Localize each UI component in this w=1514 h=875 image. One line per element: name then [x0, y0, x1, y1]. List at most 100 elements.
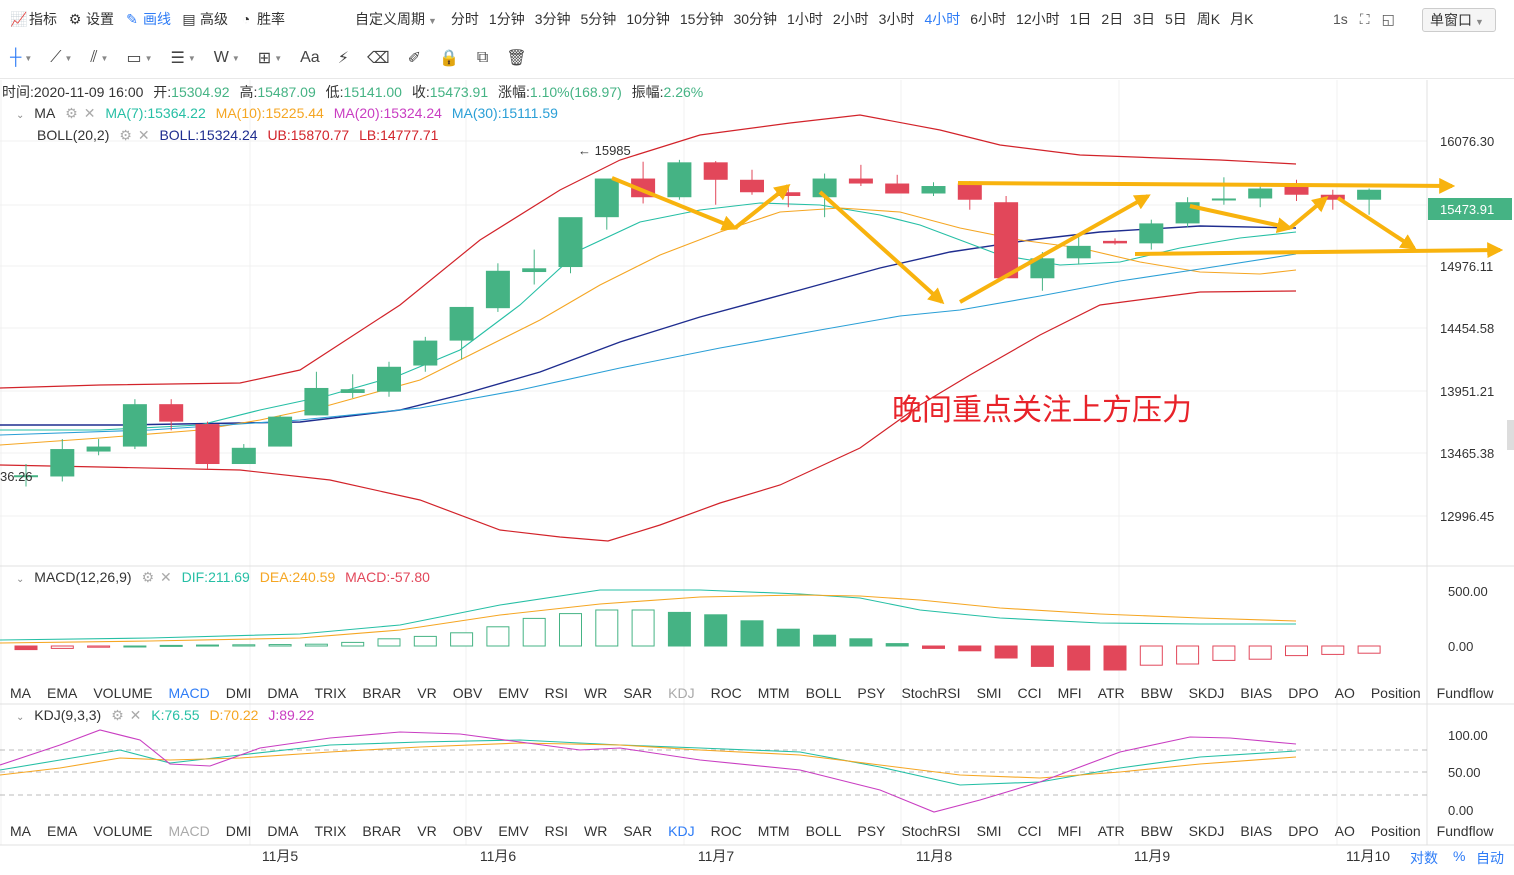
chevron-down-icon[interactable]: ⌄ — [16, 574, 25, 585]
indicator-tab-smi[interactable]: SMI — [976, 823, 1002, 839]
indicator-tab-roc[interactable]: ROC — [710, 823, 742, 839]
parallel-lines-icon[interactable]: ⫽ ▼ — [90, 49, 109, 66]
indicator-tab-position[interactable]: Position — [1370, 685, 1421, 701]
indicator-tab-brar[interactable]: BRAR — [362, 685, 402, 701]
indicator-tab-volume[interactable]: VOLUME — [93, 823, 153, 839]
indicator-tab-trix[interactable]: TRIX — [314, 685, 347, 701]
close-icon[interactable]: ✕ — [160, 569, 172, 585]
period-item[interactable]: 2小时 — [832, 11, 869, 27]
draw-button[interactable]: ✎ 画线 — [124, 9, 171, 29]
period-item[interactable]: 分时 — [450, 11, 479, 27]
period-item-active[interactable]: 4小时 — [924, 11, 961, 27]
indicator-tab-mtm[interactable]: MTM — [757, 685, 790, 701]
custom-period-dropdown[interactable]: 自定义周期 ▼ — [355, 11, 437, 27]
indicator-tab-trix[interactable]: TRIX — [314, 823, 347, 839]
indicator-tab-boll[interactable]: BOLL — [805, 685, 842, 701]
period-item[interactable]: 12小时 — [1016, 11, 1060, 27]
close-icon[interactable]: ✕ — [129, 707, 142, 723]
indicator-tab-dpo[interactable]: DPO — [1288, 823, 1319, 839]
indicator-tab-macd[interactable]: MACD — [168, 823, 210, 839]
winrate-button[interactable]: ◔ 胜率 — [238, 9, 285, 29]
indicator-tab-dmi[interactable]: DMI — [225, 685, 252, 701]
period-item[interactable]: 15分钟 — [679, 11, 724, 27]
brush-icon[interactable]: ✐ — [407, 50, 421, 67]
indicator-tab-kdj[interactable]: KDJ — [668, 685, 695, 701]
window-select[interactable]: 单窗口 ▼ — [1422, 8, 1496, 32]
restore-icon[interactable]: ◱ — [1381, 10, 1395, 27]
indicator-tab-vr[interactable]: VR — [417, 823, 437, 839]
indicator-tab-obv[interactable]: OBV — [452, 823, 483, 839]
indicator-tab-brar[interactable]: BRAR — [362, 823, 402, 839]
indicator-tab-dma[interactable]: DMA — [267, 823, 299, 839]
indicator-tab-bias[interactable]: BIAS — [1240, 685, 1273, 701]
period-item[interactable]: 6小时 — [970, 11, 1007, 27]
copy-icon[interactable]: ⧉ — [476, 49, 489, 66]
indicator-tab-mtm[interactable]: MTM — [757, 823, 790, 839]
close-icon[interactable]: ✕ — [137, 127, 150, 143]
indicator-tab-emv[interactable]: EMV — [498, 823, 529, 839]
indicator-tab-mfi[interactable]: MFI — [1057, 823, 1082, 839]
indicator-tab-position[interactable]: Position — [1370, 823, 1421, 839]
period-item[interactable]: 3日 — [1133, 11, 1155, 27]
indicator-tab-emv[interactable]: EMV — [498, 685, 529, 701]
indicator-tab-obv[interactable]: OBV — [452, 685, 483, 701]
period-item[interactable]: 周K — [1196, 11, 1221, 27]
indicator-tab-bias[interactable]: BIAS — [1240, 823, 1273, 839]
indicator-tab-kdj[interactable]: KDJ — [668, 823, 695, 839]
indicator-tab-cci[interactable]: CCI — [1017, 823, 1042, 839]
trash-icon[interactable]: 🗑 — [506, 50, 527, 67]
settings-icon[interactable]: ⚙ — [111, 707, 124, 723]
indicator-tab-ema[interactable]: EMA — [47, 685, 78, 701]
indicator-tab-ma[interactable]: MA — [10, 823, 31, 839]
indicator-tab-fundflow[interactable]: Fundflow — [1436, 823, 1494, 839]
indicator-tab-boll[interactable]: BOLL — [805, 823, 842, 839]
indicator-tab-ma[interactable]: MA — [10, 685, 31, 701]
drawn-arrows[interactable] — [611, 176, 1504, 305]
close-icon[interactable]: ✕ — [83, 105, 96, 121]
indicator-tab-bbw[interactable]: BBW — [1140, 685, 1173, 701]
horizontal-lines-icon[interactable]: ☰ ▼ — [170, 50, 196, 67]
indicator-tab-sar[interactable]: SAR — [623, 823, 653, 839]
log-scale-toggle[interactable]: 对数 — [1410, 850, 1438, 866]
percent-scale-toggle[interactable]: % — [1453, 848, 1466, 864]
period-item[interactable]: 1小时 — [787, 11, 823, 27]
rectangle-icon[interactable]: ▭ ▼ — [126, 50, 153, 67]
fullscreen-icon[interactable]: ⛶ — [1359, 10, 1370, 27]
crosshair-icon[interactable]: ┼ ▼ — [10, 49, 33, 66]
indicator-tab-ao[interactable]: AO — [1334, 685, 1355, 701]
period-item[interactable]: 月K — [1230, 11, 1254, 27]
indicator-tab-ao[interactable]: AO — [1334, 823, 1355, 839]
indicator-tab-roc[interactable]: ROC — [710, 685, 742, 701]
indicator-tab-mfi[interactable]: MFI — [1057, 685, 1082, 701]
advanced-button[interactable]: ▤ 高级 — [182, 10, 228, 28]
period-item[interactable]: 3分钟 — [534, 11, 571, 27]
indicator-tab-vr[interactable]: VR — [417, 685, 437, 701]
period-item[interactable]: 1日 — [1069, 11, 1092, 27]
wave-icon[interactable]: W ▼ — [213, 49, 240, 66]
indicator-tab-ema[interactable]: EMA — [47, 823, 78, 839]
indicator-tab-atr[interactable]: ATR — [1097, 685, 1125, 701]
indicator-tab-smi[interactable]: SMI — [976, 685, 1002, 701]
trendline-icon[interactable]: ⟋ ▼ — [50, 49, 73, 66]
settings-icon[interactable]: ⚙ — [119, 127, 132, 143]
indicator-tab-skdj[interactable]: SKDJ — [1188, 823, 1225, 839]
indicator-tab-dmi[interactable]: DMI — [225, 823, 252, 839]
indicator-tab-wr[interactable]: WR — [584, 685, 608, 701]
interval-label[interactable]: 1s — [1333, 11, 1348, 27]
indicator-tab-cci[interactable]: CCI — [1017, 685, 1042, 701]
indicator-tab-psy[interactable]: PSY — [857, 685, 886, 701]
chevron-down-icon[interactable]: ⌄ — [16, 110, 25, 121]
indicator-tab-sar[interactable]: SAR — [623, 685, 653, 701]
indicator-tab-atr[interactable]: ATR — [1097, 823, 1125, 839]
indicator-tab-psy[interactable]: PSY — [857, 823, 886, 839]
eraser-icon[interactable]: ⌫ — [366, 50, 390, 67]
period-item[interactable]: 1分钟 — [488, 11, 525, 27]
indicator-tab-stochrsi[interactable]: StochRSI — [901, 823, 961, 839]
period-item[interactable]: 10分钟 — [626, 11, 670, 27]
indicator-tab-wr[interactable]: WR — [584, 823, 608, 839]
indicator-tab-fundflow[interactable]: Fundflow — [1436, 685, 1494, 701]
text-icon[interactable]: Aa — [300, 49, 320, 66]
indicator-tab-macd[interactable]: MACD — [168, 685, 210, 701]
auto-scale-toggle[interactable]: 自动 — [1476, 850, 1504, 866]
